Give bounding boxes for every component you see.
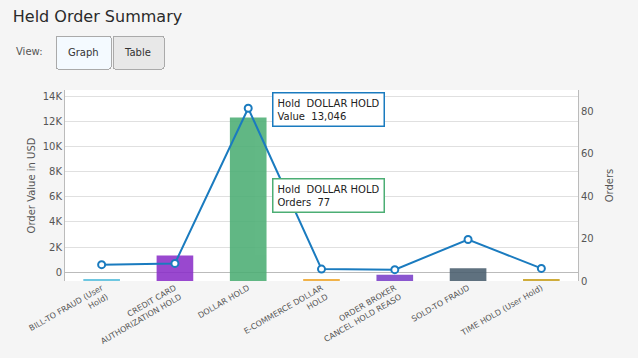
svg-text:80: 80 (581, 106, 594, 117)
svg-text:Table: Table (124, 47, 151, 58)
svg-text:Graph: Graph (68, 47, 99, 58)
svg-text:6K: 6K (49, 191, 62, 202)
svg-text:SOLD-TO FRAUD: SOLD-TO FRAUD (410, 283, 471, 323)
svg-text:TIME HOLD (User Hold): TIME HOLD (User Hold) (459, 283, 544, 338)
svg-text:Held Order Summary: Held Order Summary (13, 7, 182, 26)
svg-text:60: 60 (581, 148, 594, 159)
svg-text:BILL-TO FRAUD (UserHold): BILL-TO FRAUD (UserHold) (28, 283, 111, 342)
svg-text:0: 0 (56, 267, 62, 278)
svg-text:20: 20 (581, 233, 594, 244)
svg-text:Orders: Orders (604, 169, 615, 203)
svg-text:14K: 14K (43, 91, 63, 102)
svg-text:View:: View: (16, 46, 43, 57)
svg-text:40: 40 (581, 191, 594, 202)
svg-text:Hold DOLLAR HOLDValue 13,046: Hold DOLLAR HOLDValue 13,046 (278, 98, 380, 122)
svg-text:Order Value in USD: Order Value in USD (26, 137, 37, 233)
svg-text:DOLLAR HOLD: DOLLAR HOLD (196, 283, 251, 320)
svg-text:4K: 4K (49, 216, 62, 227)
svg-text:10K: 10K (43, 141, 63, 152)
svg-text:12K: 12K (43, 116, 63, 127)
svg-text:Hold DOLLAR HOLDOrders 77: Hold DOLLAR HOLDOrders 77 (278, 184, 380, 208)
svg-text:8K: 8K (49, 166, 62, 177)
svg-text:E-COMMERCE DOLLARHOLD: E-COMMERCE DOLLARHOLD (242, 283, 330, 345)
svg-text:0: 0 (581, 276, 587, 287)
svg-text:ORDER BROKERCANCEL HOLD REASO: ORDER BROKERCANCEL HOLD REASO (317, 283, 403, 344)
svg-text:CREDIT CARDAUTHORIZATION HOLD: CREDIT CARDAUTHORIZATION HOLD (94, 283, 183, 346)
svg-text:2K: 2K (49, 242, 62, 253)
